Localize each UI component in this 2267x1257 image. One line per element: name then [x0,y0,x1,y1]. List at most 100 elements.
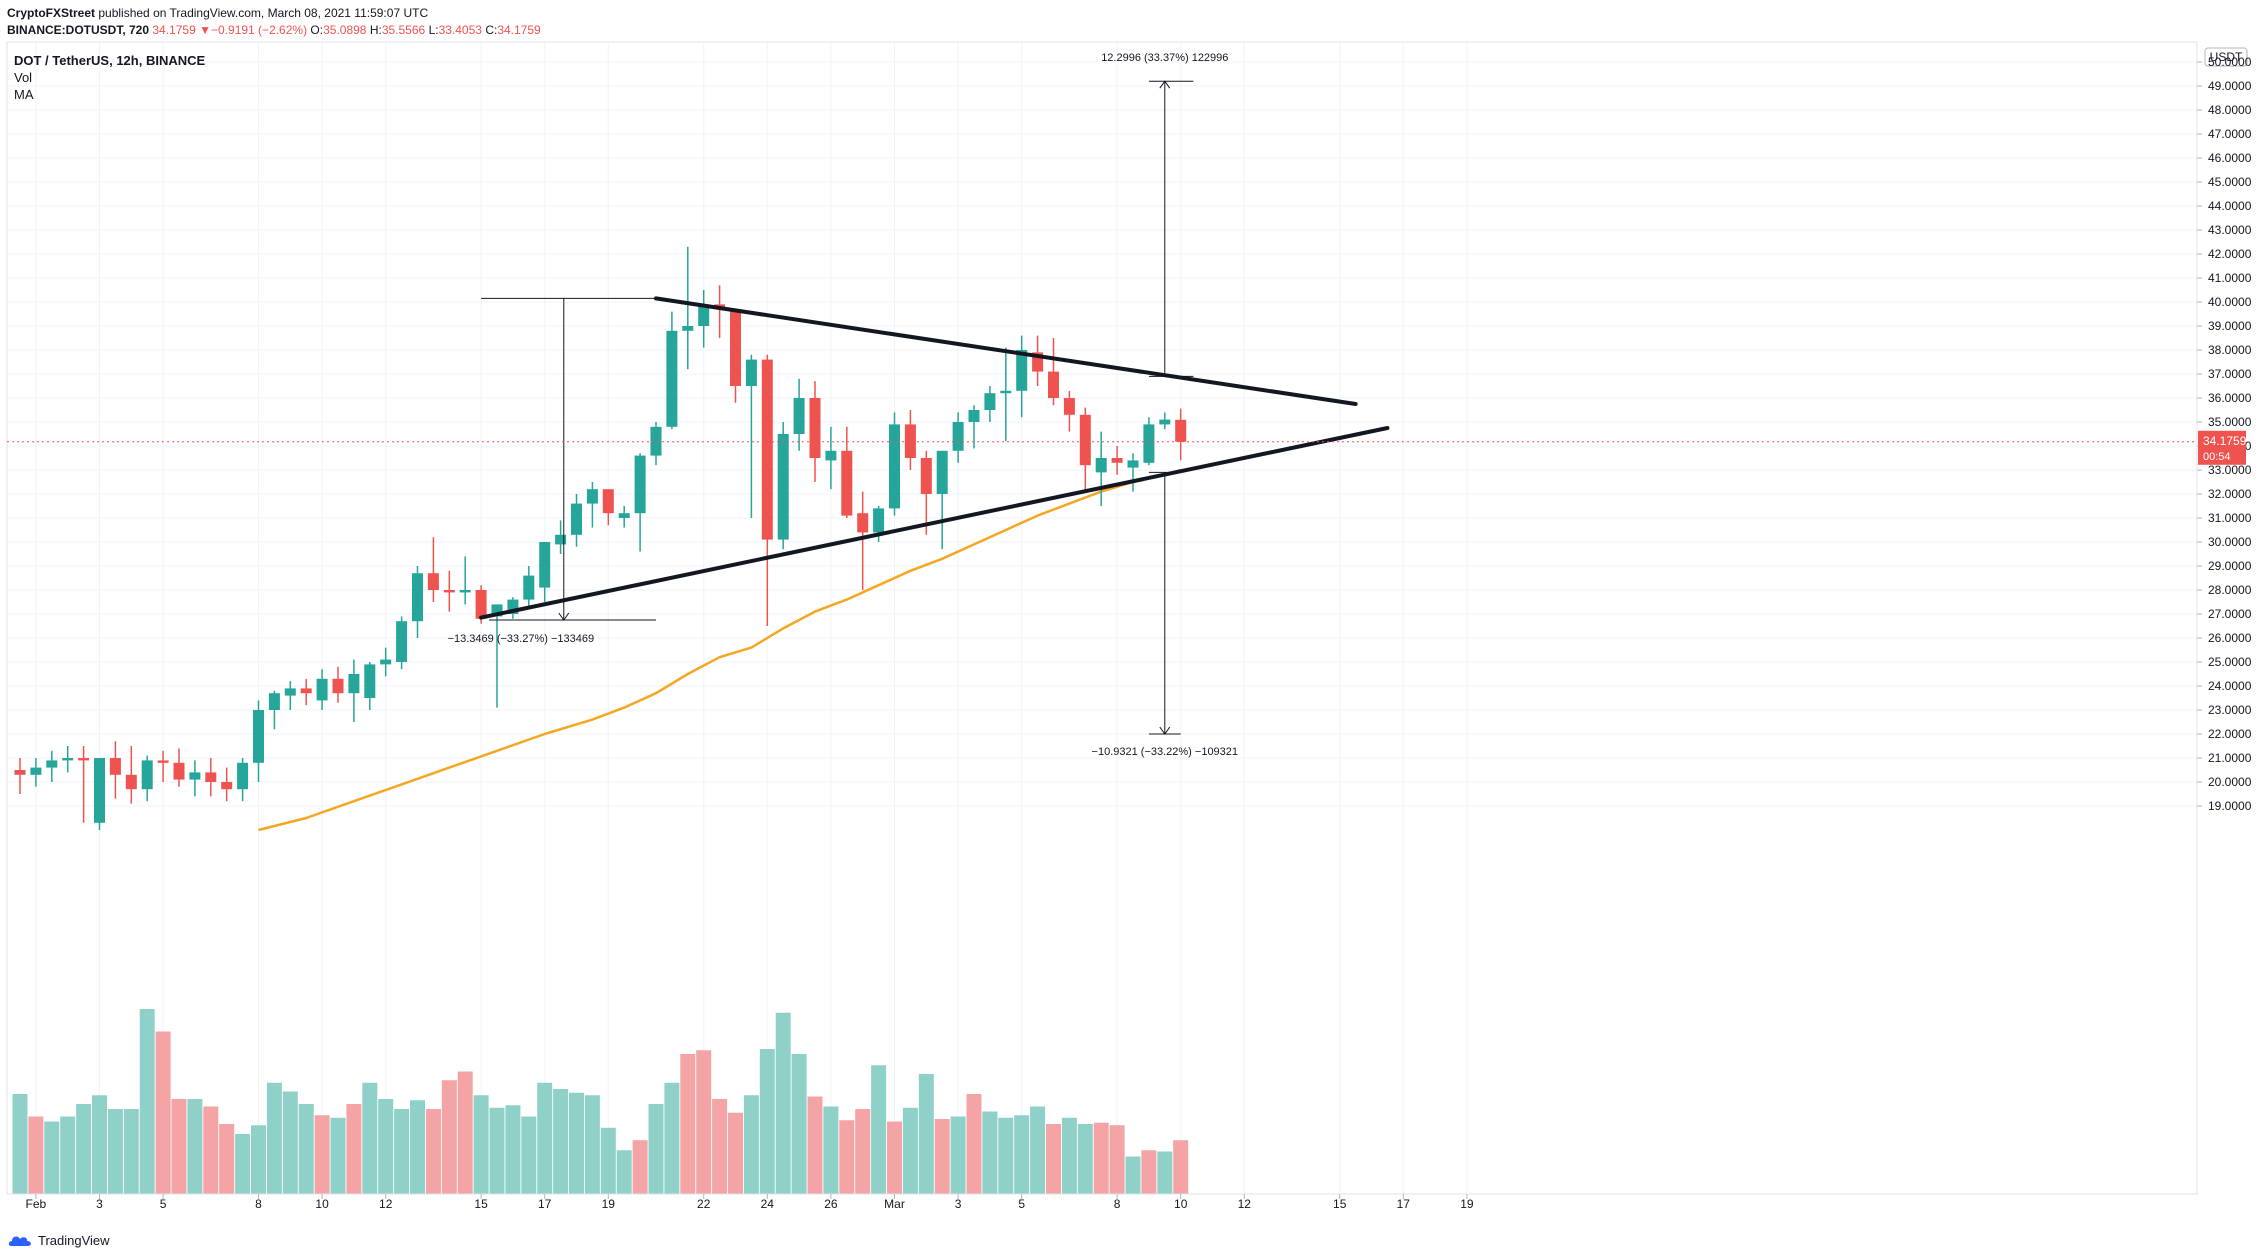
price-tick-label: 43.0000 [2208,223,2252,237]
candle-body [634,455,646,514]
volume-bar [378,1099,394,1194]
price-tick-label: 39.0000 [2208,319,2252,333]
candle [94,758,105,830]
volume-bar [902,1107,918,1194]
volume-bar [410,1100,425,1194]
candle-body [873,508,885,533]
moving-average [258,468,1182,832]
low-label: L: [428,23,439,37]
candle [46,750,58,782]
candle-body [364,664,376,698]
candle-body [936,450,948,494]
candle-body [459,590,471,593]
candle-body [300,688,312,694]
candle-body [555,534,567,545]
volume-bar [107,1109,123,1194]
candle-body [332,678,344,694]
change-down-icon: ▼ [199,23,211,37]
legend-vol: Vol [14,70,32,85]
low-value: 33.4053 [438,23,482,37]
candle-body [586,489,598,504]
currency-badge[interactable] [2204,47,2248,67]
candle [952,412,964,463]
candle-body [491,604,503,617]
candle [968,405,980,449]
candle-body [682,326,694,331]
candle-body [507,599,519,614]
volume-bar [696,1050,712,1194]
candle [237,758,249,802]
volume-bar [791,1054,807,1194]
author-name[interactable]: CryptoFXStreet [7,6,96,20]
candle [173,748,185,787]
time-tick-label: 10 [1174,1197,1188,1211]
candle [62,746,74,773]
volume-bar [139,1009,155,1194]
volume-bar [1061,1117,1077,1194]
arrow-down-icon [558,612,570,621]
price-tick-label: 29.0000 [2208,559,2252,573]
price-tick-label: 46.0000 [2208,151,2252,165]
price-axis[interactable]: USDT 19.0000 20.0000 21.0000 22.0000 23.0000… [2196,42,2252,1194]
time-tick-label: 12 [379,1197,393,1211]
candle [857,491,869,590]
change-value: −0.9191 (−2.62%) [211,23,308,37]
candle [555,520,567,554]
candle-body [268,693,280,710]
price-tick-label: 26.0000 [2208,631,2252,645]
open-label: O: [310,23,324,37]
measure-label: 12.2996 (33.37%) 122996 [1101,52,1228,64]
volume-bar [632,1140,648,1194]
volume-bar [1077,1124,1093,1194]
volume-bar [569,1092,584,1194]
candle-body [618,513,630,518]
time-tick-label: 17 [1397,1197,1411,1211]
volume-bar [712,1099,728,1194]
candle-body [1175,419,1187,442]
price-tick-label: 45.0000 [2208,175,2252,189]
volume-bar [441,1080,457,1194]
candle [761,354,773,626]
candle [586,482,598,528]
candle-body [46,760,58,768]
time-tick-label: 19 [602,1197,616,1211]
candle [300,678,312,706]
volume-bar [950,1116,966,1194]
candle [30,758,42,787]
candle-body [1127,460,1139,468]
volume-bar [425,1109,441,1194]
volume-bar [76,1104,92,1194]
tradingview-logo[interactable]: TradingView [8,1230,110,1250]
volume-bar [171,1099,187,1194]
high-label: H: [369,23,382,37]
ohlc-line: BINANCE:DOTUSDT, 720 34.1759 ▼−0.9191 (−… [7,23,541,37]
upper-trendline [654,296,1358,406]
candle-body [761,359,773,540]
price-tick-label: 32.0000 [2208,487,2252,501]
volume-bar [759,1049,775,1194]
candle-body [78,758,90,761]
volume-bar [155,1031,171,1194]
candle [889,412,900,516]
price-tick-label: 35.0000 [2208,415,2252,429]
candle [1048,338,1059,406]
volume-bar [266,1082,282,1194]
candle [1143,417,1155,466]
volume-bar [775,1012,791,1194]
candle [618,506,630,528]
volume-bar [1141,1150,1157,1194]
candle [841,426,853,518]
candle-body [889,424,900,509]
volume-bar [298,1104,314,1194]
volume-bar [282,1091,298,1194]
candle-body [952,422,964,451]
candle-body [157,760,169,763]
bar-countdown: 00:54 [2203,451,2231,463]
volume-bar [346,1104,362,1194]
volume-bar [219,1124,235,1194]
close-value: 34.1759 [497,23,541,37]
time-tick-label: 5 [1018,1197,1025,1211]
price-tick-label: 20.0000 [2208,775,2252,789]
time-axis[interactable]: Feb 3 5 8 10 12 15 17 19 22 24 26 Mar 3 5 8 10 12 15 17 19 [7,1193,2197,1211]
